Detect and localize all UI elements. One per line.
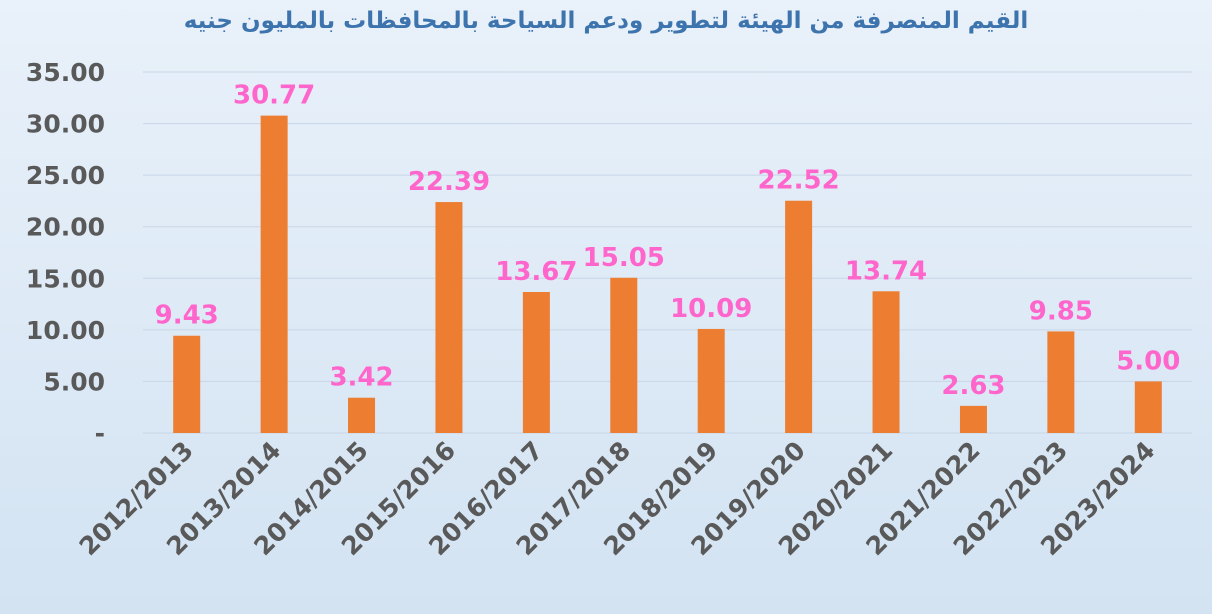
data-label: 22.39 — [408, 167, 490, 197]
bar-2019-2020 — [785, 200, 813, 433]
bar-2021-2022 — [959, 405, 987, 433]
data-label: 22.52 — [758, 166, 840, 196]
y-tick-label: 15.00 — [26, 264, 105, 293]
bar-2013-2014 — [260, 115, 288, 433]
y-tick-label: 35.00 — [26, 58, 105, 87]
bar-2018-2019 — [697, 328, 725, 433]
bar-2014-2015 — [348, 397, 376, 433]
bar-2022-2023 — [1047, 331, 1075, 433]
data-label: 30.77 — [233, 81, 315, 111]
data-label: 5.00 — [1116, 346, 1180, 376]
y-tick-label: 25.00 — [26, 161, 105, 190]
data-label: 10.09 — [670, 294, 752, 324]
data-label: 13.67 — [495, 257, 577, 287]
y-tick-label: 30.00 — [26, 110, 105, 139]
bars — [173, 115, 1162, 433]
data-label: 2.63 — [941, 371, 1005, 401]
y-tick-label: 20.00 — [26, 213, 105, 242]
y-tick-label: 5.00 — [43, 367, 105, 396]
chart-title: القيم المنصرفة من الهيئة لتطوير ودعم الس… — [183, 8, 1029, 34]
y-tick-label: - — [95, 419, 105, 448]
data-label: 9.85 — [1029, 296, 1093, 326]
bar-2016-2017 — [522, 292, 550, 433]
data-label: 15.05 — [583, 243, 665, 273]
y-axis: - 5.00 10.00 15.00 20.00 25.00 30.00 35.00 — [26, 58, 105, 448]
data-label: 13.74 — [845, 256, 927, 286]
bar-2015-2016 — [435, 202, 463, 433]
data-label: 9.43 — [155, 301, 219, 331]
data-label: 3.42 — [329, 363, 393, 393]
y-tick-label: 10.00 — [26, 316, 105, 345]
gridlines — [143, 71, 1192, 434]
bar-2020-2021 — [872, 291, 900, 433]
bar-2023-2024 — [1134, 381, 1162, 433]
x-axis: 2012/20132013/20142014/20152015/20162016… — [74, 436, 1161, 561]
bar-2017-2018 — [610, 277, 638, 433]
bar-2012-2013 — [173, 335, 201, 433]
